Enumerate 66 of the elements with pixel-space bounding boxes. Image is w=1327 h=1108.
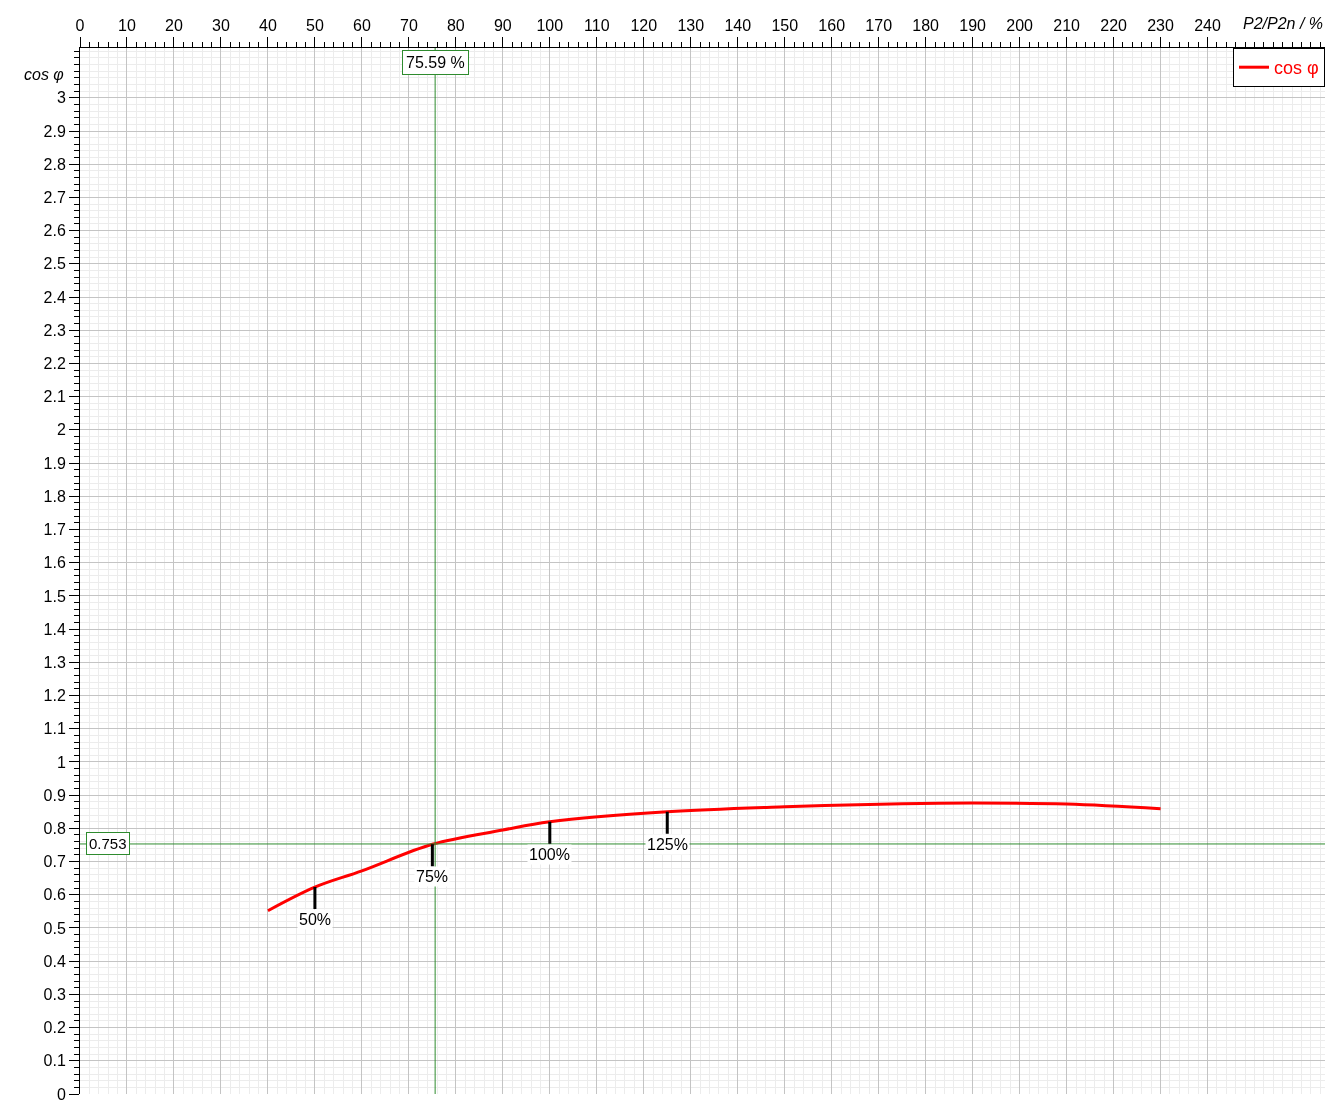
y-tick-label: 2.5 [43,255,66,273]
y-tick-label: 2.6 [43,222,66,240]
x-tick-label: 110 [584,16,610,34]
x-tick-label: 20 [165,16,183,34]
y-tick-label: 0.6 [43,886,66,904]
y-tick-label: 2.8 [43,155,66,173]
x-tick-label: 10 [118,16,136,34]
y-tick-label: 2.1 [43,388,66,406]
y-tick-label: 2.2 [43,355,66,373]
y-tick-label: 0.8 [43,819,66,837]
x-tick-label: 220 [1100,16,1128,34]
y-tick-label: 2 [56,421,66,439]
x-tick-label: 50 [306,16,324,34]
annotation: 100% [529,846,570,863]
line-series [266,801,1163,913]
y-tick-label: 0.3 [43,985,66,1003]
x-tick-label: 0 [75,16,85,34]
x-tick-label: 30 [212,16,230,34]
y-tick-label: 0.1 [43,1052,66,1070]
x-axis-title: P2/P2n / % [1243,15,1324,32]
y-tick-label: 1.8 [43,487,66,505]
legend-label: cos φ [1274,58,1319,79]
y-tick-label: 1.2 [43,687,66,705]
x-tick-label: 170 [865,16,893,34]
y-tick-label: 2.7 [43,189,66,207]
x-tick-label: 140 [724,16,752,34]
y-tick-label: 3 [56,89,66,107]
y-tick-label: 2.3 [43,321,66,339]
x-tick-label: 40 [259,16,277,34]
y-tick-label: 1 [56,753,66,771]
ref-line-label: 75.59 % [406,54,465,71]
annotation: 75% [416,868,449,885]
y-tick-label: 1.1 [43,720,66,738]
y-tick-label: 2.9 [43,122,66,140]
y-tick-label: 1.5 [43,587,66,605]
x-tick-label: 150 [771,16,799,34]
y-axis-title: cos φ [24,66,64,83]
y-tick-label: 1.6 [43,554,66,572]
y-tick-label: 0.2 [43,1019,66,1037]
x-tick-label: 230 [1147,16,1175,34]
y-tick-label: 0.5 [43,919,66,937]
y-tick-label: 1.3 [43,653,66,671]
x-tick-label: 70 [399,16,418,34]
x-tick-label: 240 [1194,16,1221,34]
y-tick-label: 2.4 [43,288,66,306]
x-tick-label: 120 [630,16,658,34]
x-tick-label: 80 [446,16,465,34]
y-tick-label: 0.4 [43,952,66,970]
y-tick-label: 0 [56,1085,66,1103]
x-tick-label: 190 [959,16,987,34]
x-tick-label: 200 [1006,16,1034,34]
annotation: 50% [299,911,332,928]
y-tick-label: 0.9 [43,786,66,804]
x-tick-label: 160 [818,16,846,34]
y-tick-label: 0.7 [43,853,66,871]
y-tick-label: 1.4 [43,620,66,638]
y-tick-label: 1.7 [43,521,66,539]
x-tick-label: 210 [1053,16,1081,34]
x-tick-label: 100 [536,16,564,34]
x-tick-label: 60 [352,16,371,34]
x-tick-label: 180 [912,16,940,34]
x-tick-label: 90 [493,16,512,34]
annotation: 125% [647,836,688,853]
y-tick-label: 1.9 [43,454,66,472]
ref-line-label: 0.753 [89,835,127,852]
x-tick-label: 130 [677,16,705,34]
